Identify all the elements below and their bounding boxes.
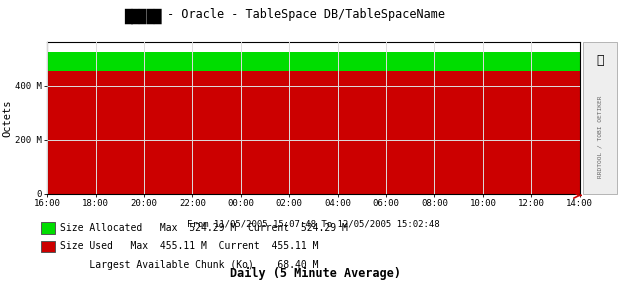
Text: Size Used   Max  455.11 M  Current  455.11 M: Size Used Max 455.11 M Current 455.11 M	[60, 241, 318, 252]
Text: Largest Available Chunk (Ko)    68.40 M: Largest Available Chunk (Ko) 68.40 M	[60, 260, 318, 270]
Text: RRDTOOL / TOBI OETIKER: RRDTOOL / TOBI OETIKER	[598, 95, 602, 177]
Text: - Oracle - TableSpace DB/TableSpaceName: - Oracle - TableSpace DB/TableSpaceName	[160, 8, 445, 22]
Text: 🔧: 🔧	[597, 54, 604, 67]
Text: █████: █████	[124, 8, 162, 24]
Text: Daily (5 Minute Average): Daily (5 Minute Average)	[229, 267, 401, 280]
Text: From 11/05/2005 15:07:48 To 12/05/2005 15:02:48: From 11/05/2005 15:07:48 To 12/05/2005 1…	[187, 219, 440, 228]
Text: Size Allocated   Max  524.29 M  Current  524.29 M: Size Allocated Max 524.29 M Current 524.…	[60, 223, 348, 233]
Y-axis label: Octets: Octets	[2, 99, 12, 137]
